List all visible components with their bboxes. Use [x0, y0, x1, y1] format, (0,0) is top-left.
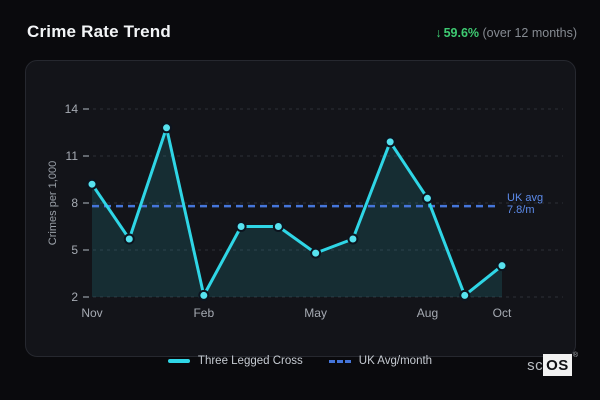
legend-label: Three Legged Cross: [197, 355, 303, 367]
x-tick-label: Feb: [193, 306, 214, 320]
legend-item-three-legged-cross[interactable]: Three Legged Cross: [167, 355, 303, 367]
header: Crime Rate Trend ↓ 59.6% (over 12 months): [27, 22, 577, 42]
chart-panel: 2 5 8 11 14 Crimes per 1,000 Nov Feb May Aug Oct UK…: [25, 60, 576, 357]
uk-avg-label: UK avg: [507, 192, 543, 204]
legend-label: UK Avg/month: [358, 355, 433, 367]
chart-legend: Three Legged Cross UK Avg/month: [0, 352, 600, 370]
trend-stat: ↓ 59.6% (over 12 months): [435, 26, 577, 40]
data-point[interactable]: [421, 192, 433, 204]
data-point[interactable]: [235, 221, 247, 232]
x-tick-label: Oct: [493, 306, 512, 320]
data-point[interactable]: [198, 289, 210, 301]
data-point[interactable]: [384, 136, 396, 148]
y-tick-label: 11: [66, 149, 79, 163]
data-point[interactable]: [86, 178, 98, 190]
x-tick-label: May: [304, 306, 327, 320]
data-point[interactable]: [310, 247, 322, 259]
data-point[interactable]: [272, 221, 284, 232]
data-point[interactable]: [459, 289, 471, 301]
uk-avg-label: 7.8/m: [507, 204, 535, 216]
y-tick-label: 14: [65, 102, 79, 116]
legend-item-uk-avg[interactable]: UK Avg/month: [328, 355, 433, 367]
solid-line-swatch-icon: [167, 359, 190, 363]
crime-area: [92, 127, 502, 297]
page-title: Crime Rate Trend: [27, 22, 171, 41]
data-point[interactable]: [496, 260, 508, 272]
data-point[interactable]: [123, 233, 135, 245]
y-axis-title: Crimes per 1,000: [47, 161, 59, 245]
dashed-line-swatch-icon: [328, 359, 351, 363]
y-tick-label: 5: [71, 243, 78, 257]
data-point[interactable]: [161, 122, 173, 134]
trend-percent: 59.6%: [443, 26, 480, 40]
crime-line: [90, 126, 504, 297]
y-tick-label: 8: [71, 196, 78, 210]
chart-svg: 2 5 8 11 14 Crimes per 1,000 Nov Feb May Aug Oct UK…: [47, 102, 563, 320]
logo-prefix: sc: [527, 357, 544, 374]
y-tick-label: 2: [71, 290, 78, 304]
registered-mark: ®: [572, 352, 578, 359]
x-tick-label: Nov: [81, 306, 102, 320]
scos-logo: sc OS ®: [527, 352, 578, 376]
down-arrow-icon: ↓: [435, 26, 442, 40]
x-tick-label: Aug: [417, 306, 438, 320]
logo-box: OS: [543, 354, 572, 376]
trend-context: (over 12 months): [482, 26, 577, 40]
data-point[interactable]: [347, 233, 359, 245]
